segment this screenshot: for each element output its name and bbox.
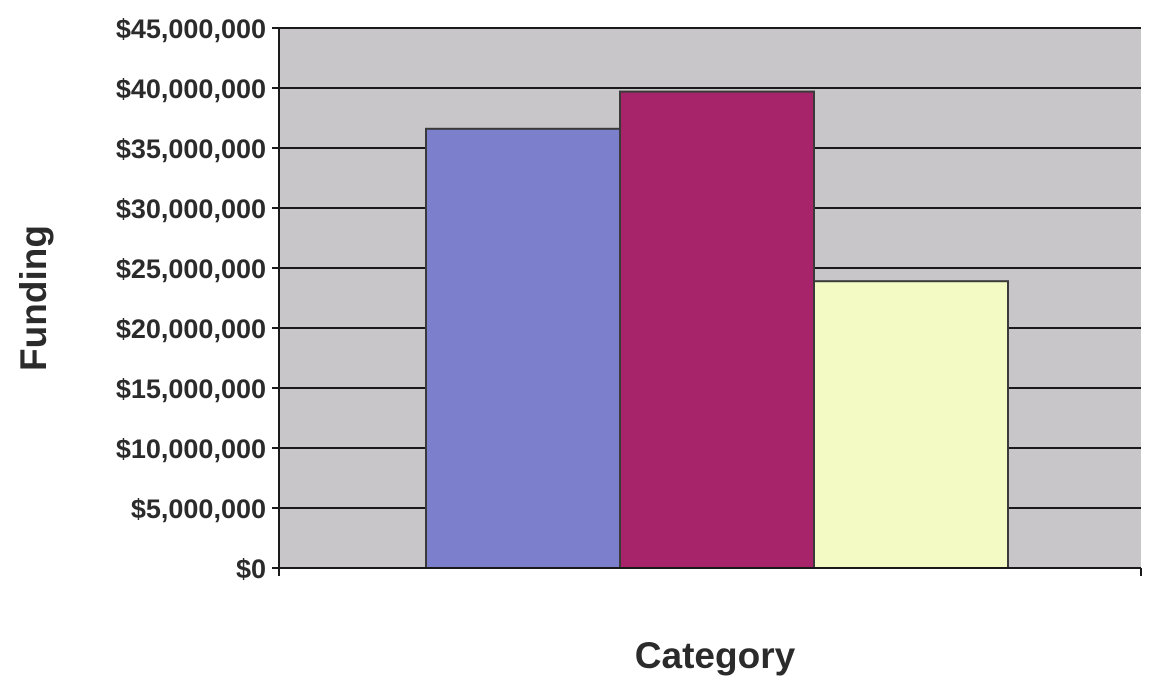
bar	[425, 127, 621, 570]
bars	[425, 90, 1009, 570]
y-tick-label: $45,000,000	[116, 14, 266, 44]
x-axis-ticks	[278, 568, 1142, 576]
y-tick-label: $35,000,000	[116, 134, 266, 164]
y-tick-label: $30,000,000	[116, 194, 266, 224]
y-tick-label: $40,000,000	[116, 74, 266, 104]
bar	[619, 90, 815, 569]
x-axis-title: Category	[635, 635, 796, 676]
y-tick-label: $0	[236, 554, 266, 584]
y-tick-label: $25,000,000	[116, 254, 266, 284]
y-tick-label: $10,000,000	[116, 434, 266, 464]
y-tick-label: $20,000,000	[116, 314, 266, 344]
bar	[813, 280, 1009, 569]
y-axis-title: Funding	[13, 225, 54, 371]
y-tick-label: $15,000,000	[116, 374, 266, 404]
y-axis-ticks: $0 $5,000,000 $10,000,000 $15,000,000 $20,00…	[116, 14, 279, 584]
y-tick-label: $5,000,000	[131, 494, 266, 524]
